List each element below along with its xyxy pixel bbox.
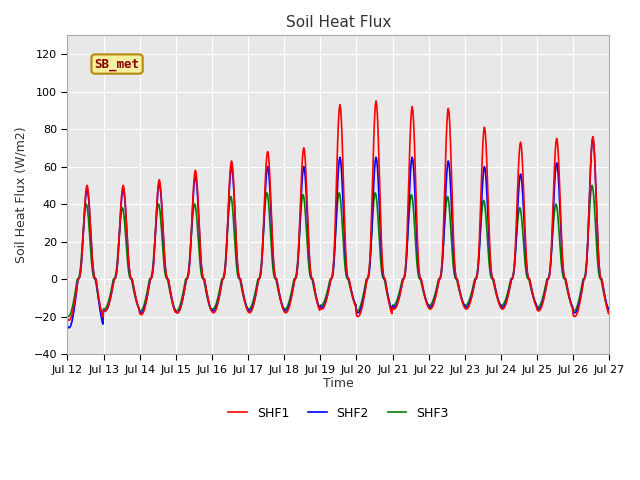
X-axis label: Time: Time bbox=[323, 377, 354, 390]
Line: SHF3: SHF3 bbox=[58, 185, 618, 317]
Text: SB_met: SB_met bbox=[95, 58, 140, 71]
Legend: SHF1, SHF2, SHF3: SHF1, SHF2, SHF3 bbox=[223, 402, 454, 425]
Line: SHF2: SHF2 bbox=[58, 138, 618, 328]
Line: SHF1: SHF1 bbox=[58, 101, 618, 320]
Title: Soil Heat Flux: Soil Heat Flux bbox=[285, 15, 391, 30]
Y-axis label: Soil Heat Flux (W/m2): Soil Heat Flux (W/m2) bbox=[15, 126, 28, 263]
